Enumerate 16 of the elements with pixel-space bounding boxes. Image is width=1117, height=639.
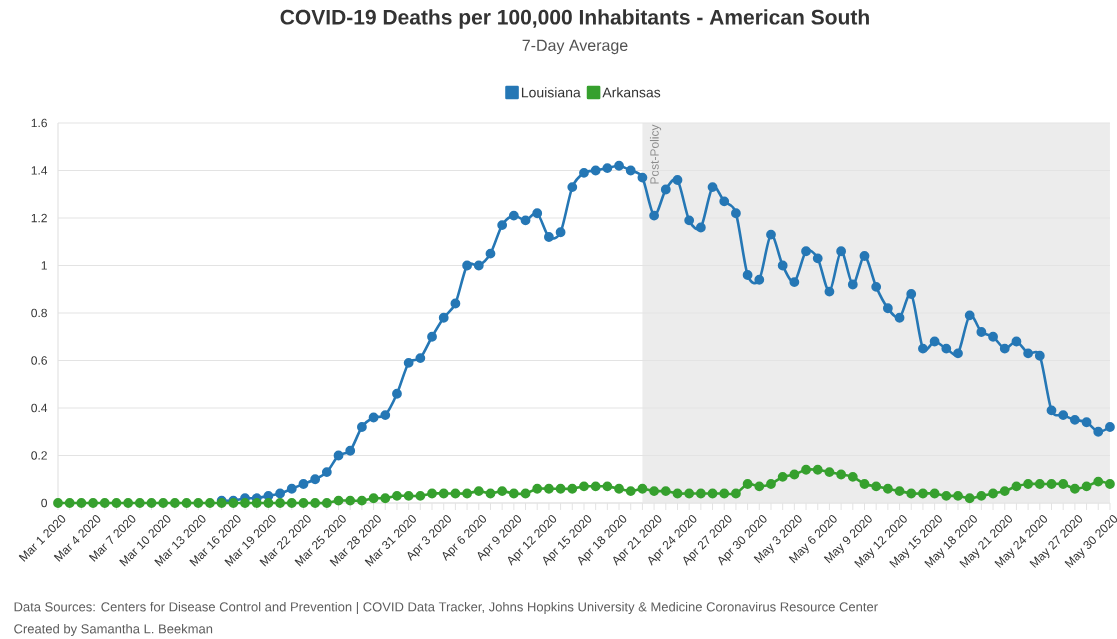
- legend-label: Louisiana: [521, 87, 581, 98]
- y-tick-label: 0.2: [31, 451, 47, 460]
- chart-subtitle: 7-Day Average: [522, 39, 628, 55]
- text: Data Sources: Centers for Disease Control and Prevention | COVID Data Tracker, Johns Hopkins University & Medicine Coronavirus Resource Center: [14, 601, 878, 615]
- band-label: Post-Policy: [649, 124, 662, 184]
- y-tick-label: 1: [41, 261, 47, 270]
- chart-title: COVID-19 Deaths per 100,000 Inhabitants - American South: [280, 9, 869, 29]
- y-tick-label: 0.6: [31, 356, 47, 365]
- text: Created by Samantha L. Beekman: [14, 623, 213, 637]
- legend-label: Arkansas: [602, 87, 661, 98]
- y-tick-label: 0: [41, 498, 48, 508]
- y-tick-label: 1.4: [31, 166, 48, 175]
- y-tick-label: 0.4: [31, 403, 48, 413]
- y-tick-label: 1.2: [31, 213, 47, 223]
- y-tick-label: 1.6: [31, 118, 47, 128]
- y-tick-label: 0.8: [31, 308, 47, 318]
